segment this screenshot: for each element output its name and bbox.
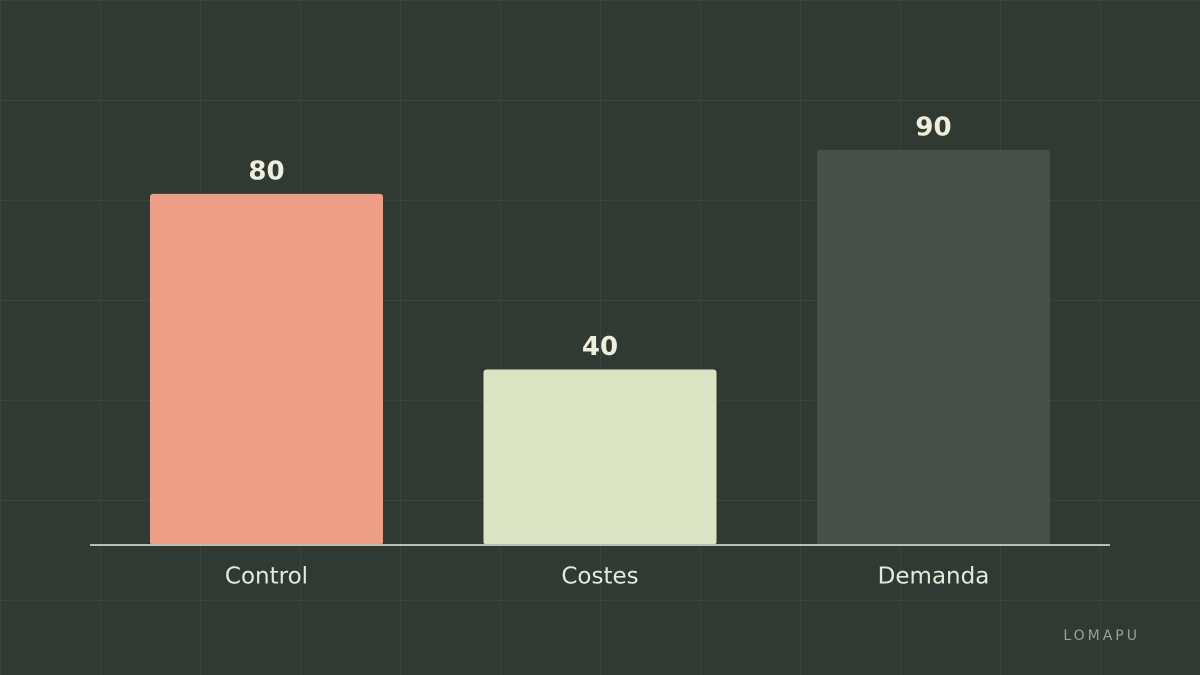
x-tick-label: Costes <box>561 564 638 590</box>
value-label: 40 <box>582 332 618 362</box>
bar <box>483 369 717 545</box>
value-label: 90 <box>915 113 951 143</box>
x-tick-label: Control <box>225 564 308 590</box>
watermark: LOMAPU <box>1063 628 1140 644</box>
bar <box>150 193 383 545</box>
value-label: 80 <box>248 156 284 186</box>
x-tick-label: Demanda <box>878 564 990 590</box>
bar <box>817 150 1050 545</box>
